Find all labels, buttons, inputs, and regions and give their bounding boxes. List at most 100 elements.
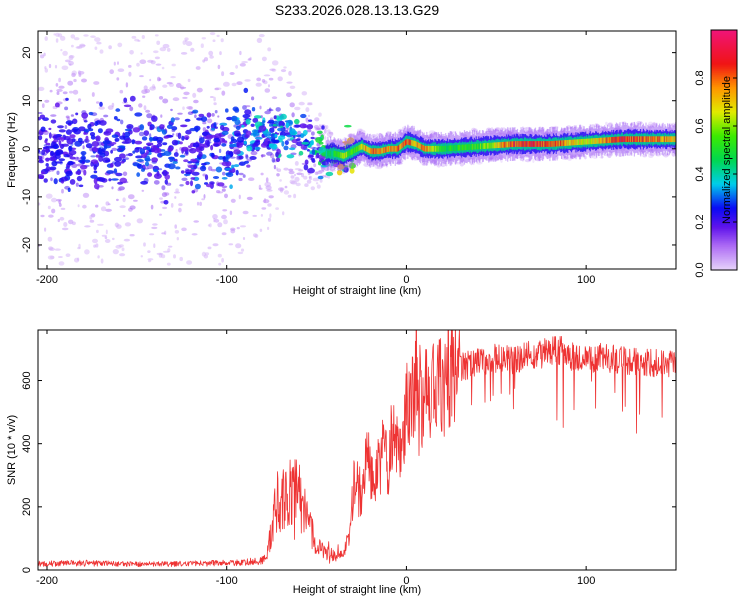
heatmap-cell <box>44 227 47 232</box>
heatmap-cell <box>156 40 161 45</box>
heatmap-cell <box>93 170 98 174</box>
heatmap-ridge-cell <box>440 145 442 152</box>
heatmap-cell <box>67 187 71 192</box>
heatmap-cell <box>48 247 55 251</box>
heatmap-cell <box>127 153 133 157</box>
heatmap-cell <box>289 85 296 90</box>
heatmap-cell <box>187 145 193 149</box>
heatmap-cell <box>173 254 176 259</box>
heatmap-cell <box>60 35 66 41</box>
heatmap-cell <box>654 149 658 153</box>
heatmap-cell <box>651 122 658 128</box>
heatmap-cell <box>258 34 265 38</box>
heatmap-cell <box>303 175 308 180</box>
heatmap-cell <box>166 47 171 52</box>
heatmap-cell <box>290 175 295 179</box>
heatmap-cell <box>212 39 216 42</box>
colorbar-strip <box>711 156 737 159</box>
heatmap-cell <box>219 51 222 56</box>
heatmap-cell <box>106 170 114 174</box>
heatmap-cell <box>87 123 92 130</box>
heatmap-cell <box>221 130 229 136</box>
heatmap-cell <box>283 167 289 171</box>
heatmap-ridge-cell <box>492 142 494 149</box>
heatmap-ridge-cell <box>567 140 569 146</box>
snr-series-line <box>38 330 676 568</box>
heatmap-cell <box>133 199 138 202</box>
heatmap-cell <box>276 168 282 172</box>
heatmap-cell <box>246 158 252 162</box>
heatmap-ridge-cell <box>598 137 600 144</box>
heatmap-ridge-cell <box>368 147 370 154</box>
heatmap-cell <box>426 159 429 164</box>
heatmap-cell <box>58 256 63 258</box>
heatmap-ridge-cell <box>663 136 665 143</box>
heatmap-ridge-cell <box>548 141 550 147</box>
heatmap-cell <box>316 130 323 134</box>
heatmap-cell <box>94 46 98 50</box>
heatmap-ridge-cell <box>540 141 542 147</box>
heatmap-cell <box>170 117 175 123</box>
heatmap-ridge-cell <box>498 142 500 148</box>
colorbar-strip <box>711 112 737 115</box>
heatmap-cell <box>654 151 662 157</box>
heatmap-cell <box>400 129 405 135</box>
snr-x-tick-label: 100 <box>577 575 595 587</box>
heatmap-cell <box>298 101 305 106</box>
colorbar-strip <box>711 52 737 55</box>
heatmap-cell <box>620 148 626 152</box>
heatmap-cell <box>359 128 363 132</box>
heatmap-cell <box>85 135 89 141</box>
heatmap-cell <box>71 44 74 48</box>
heatmap-cell <box>529 130 536 136</box>
heatmap-cell <box>353 134 357 139</box>
heatmap-cell <box>269 123 273 127</box>
heatmap-cell <box>231 82 237 87</box>
heatmap-cell <box>134 140 143 145</box>
heatmap-ridge-cell <box>330 150 333 157</box>
heatmap-ridge-cell <box>531 141 533 147</box>
heatmap-cell <box>54 248 61 251</box>
heatmap-cell <box>321 160 329 166</box>
heatmap-cell <box>61 188 64 194</box>
colorbar-strip <box>711 84 737 87</box>
heatmap-cell <box>421 161 427 166</box>
heatmap-cell <box>634 124 637 129</box>
heatmap-cell <box>52 144 60 150</box>
heatmap-ridge-cell <box>412 140 414 147</box>
heatmap-cell <box>48 132 52 139</box>
heatmap-cell <box>552 129 555 134</box>
heatmap-cell <box>80 168 85 173</box>
heatmap-ridge-cell <box>484 143 486 149</box>
heatmap-cell <box>179 256 183 262</box>
heatmap-cell <box>50 114 57 117</box>
heatmap-ridge-cell <box>579 139 581 145</box>
spectrogram-x-tick-label: -100 <box>216 274 238 286</box>
heatmap-cell <box>90 35 96 38</box>
heatmap-cell <box>636 121 643 125</box>
heatmap-ridge-cell <box>508 141 510 148</box>
heatmap-cell <box>229 72 235 75</box>
heatmap-ridge-cell <box>623 136 625 143</box>
heatmap-ridge-cell <box>664 136 666 143</box>
colorbar-strip <box>711 50 737 53</box>
heatmap-cell <box>221 214 227 220</box>
heatmap-ridge-cell <box>638 136 640 143</box>
heatmap-cell <box>204 57 208 62</box>
heatmap-cell <box>256 37 263 44</box>
heatmap-ridge-cell <box>345 152 347 158</box>
heatmap-ridge-cell <box>570 139 573 146</box>
heatmap-cell <box>95 154 100 158</box>
heatmap-cell <box>67 160 74 166</box>
heatmap-cell <box>117 68 125 72</box>
heatmap-ridge-cell <box>431 145 433 152</box>
heatmap-cell <box>221 71 225 77</box>
heatmap-ridge-cell <box>327 150 329 157</box>
heatmap-cell <box>91 141 100 147</box>
heatmap-cell <box>218 148 222 153</box>
colorbar-strip <box>711 76 737 79</box>
heatmap-cell <box>41 149 46 156</box>
heatmap-cell <box>184 37 189 41</box>
heatmap-cell <box>38 159 44 164</box>
